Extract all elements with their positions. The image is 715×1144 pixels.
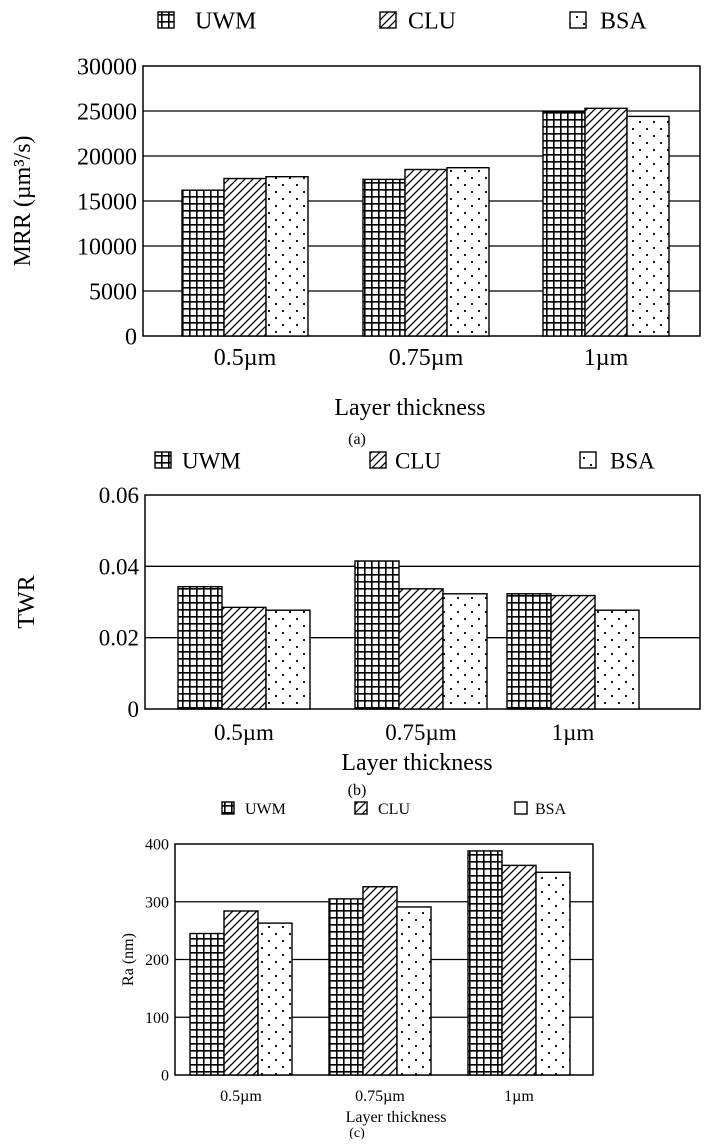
y-tick-label: 200	[145, 952, 169, 969]
bar-clu-3	[501, 864, 537, 1076]
bar-uwm-2	[328, 898, 364, 1076]
bar-uwm-1	[189, 932, 225, 1076]
bar-clu-3	[550, 594, 596, 710]
bar-uwm-3	[506, 593, 552, 710]
y-tick-label: 100	[145, 1010, 169, 1027]
y-tick-label: 400	[145, 837, 169, 854]
y-axis-title: MRR (µm³/s)	[10, 135, 36, 266]
legend-swatch-uwm	[154, 451, 172, 469]
chart-panel-1: 0 5000 10000 15000 20000 25000 30000 0.5µm 0.75µ…	[10, 9, 701, 448]
bar-clu-2	[398, 588, 444, 710]
legend-label-uwm: UWM	[195, 9, 256, 35]
panel-label: (b)	[348, 782, 367, 799]
legend-label-clu: CLU	[408, 9, 456, 35]
y-tick-label: 20000	[77, 144, 137, 170]
bar-clu-2	[362, 886, 398, 1076]
y-tick-label: 25000	[77, 99, 137, 125]
x-tick-label: 0.5µm	[220, 1088, 262, 1105]
x-tick-label: 1µm	[552, 720, 595, 745]
chart-panel-3: 0 100 200 300 400 0.5µm 0.75µm 1µm Layer thickne…	[120, 801, 594, 1141]
bar-uwm-2	[354, 560, 400, 710]
bar-bsa-2	[446, 166, 490, 337]
legend-swatch-clu	[369, 451, 387, 469]
bar-bsa-2	[442, 593, 488, 710]
bar-bsa-2	[396, 906, 432, 1076]
legend-label-bsa: BSA	[535, 801, 567, 818]
bar-uwm-1	[177, 585, 223, 710]
bar-uwm-2	[362, 178, 406, 337]
bar-clu-2	[404, 168, 448, 337]
chart-panel-2: 0 0.02 0.04 0.06 0.5µm 0.75µm 1µm Layer thickne…	[14, 448, 701, 799]
y-tick-label: 30000	[77, 54, 137, 80]
legend-swatch-clu	[354, 801, 368, 815]
x-tick-label: 1µm	[584, 345, 629, 371]
y-axis-title: TWR	[14, 575, 40, 628]
y-tick-label: 0	[125, 324, 137, 350]
bar-bsa-1	[265, 609, 311, 710]
bar-uwm-3	[542, 111, 586, 337]
bar-bsa-1	[257, 922, 293, 1076]
y-tick-label: 0.02	[99, 626, 139, 651]
legend: UWM CLU BSA	[157, 9, 647, 35]
bar-clu-3	[584, 107, 628, 337]
legend-swatch-uwm	[157, 11, 175, 29]
y-tick-label: 10000	[77, 234, 137, 260]
legend-swatch-uwm	[221, 801, 235, 815]
legend-label-bsa: BSA	[600, 9, 647, 35]
y-tick-label: 15000	[77, 189, 137, 215]
bar-bsa-3	[594, 609, 640, 710]
legend-swatch-bsa	[569, 11, 587, 29]
legend: UWM CLU BSA	[154, 448, 655, 473]
x-axis-title: Layer thickness	[346, 1109, 447, 1126]
x-tick-label: 0.75µm	[389, 345, 464, 371]
x-axis-title: Layer thickness	[341, 750, 492, 776]
x-tick-label: 1µm	[504, 1088, 534, 1105]
y-axis-title: Ra (nm)	[120, 933, 137, 986]
legend-label-bsa: BSA	[610, 448, 655, 473]
y-tick-label: 0.06	[99, 483, 139, 508]
bar-bsa-1	[265, 175, 309, 337]
legend-label-uwm: UWM	[182, 448, 241, 473]
bar-clu-1	[221, 606, 267, 710]
x-tick-label: 0.5µm	[214, 720, 274, 745]
legend-swatch-bsa	[514, 801, 528, 815]
panel-label: (c)	[349, 1126, 365, 1139]
panel-label: (a)	[348, 431, 366, 448]
x-axis-title: Layer thickness	[334, 395, 485, 421]
legend: UWM CLU BSA	[221, 801, 567, 818]
legend-label-clu: CLU	[378, 801, 410, 818]
y-tick-label: 0	[128, 697, 140, 722]
y-tick-label: 0	[161, 1068, 169, 1085]
bar-uwm-1	[181, 189, 225, 337]
y-tick-label: 300	[145, 894, 169, 911]
y-tick-label: 0.04	[99, 554, 140, 579]
bar-bsa-3	[535, 871, 571, 1076]
x-tick-label: 0.5µm	[214, 345, 277, 371]
y-tick-label: 5000	[89, 279, 137, 305]
bar-clu-1	[223, 910, 259, 1076]
legend-label-clu: CLU	[395, 448, 441, 473]
bar-bsa-3	[626, 115, 670, 337]
x-tick-label: 0.75µm	[355, 1088, 405, 1105]
x-tick-label: 0.75µm	[385, 720, 457, 745]
bar-clu-1	[223, 177, 267, 337]
legend-label-uwm: UWM	[245, 801, 286, 818]
legend-swatch-clu	[379, 11, 397, 29]
legend-swatch-bsa	[579, 451, 597, 469]
bar-uwm-3	[467, 850, 503, 1076]
